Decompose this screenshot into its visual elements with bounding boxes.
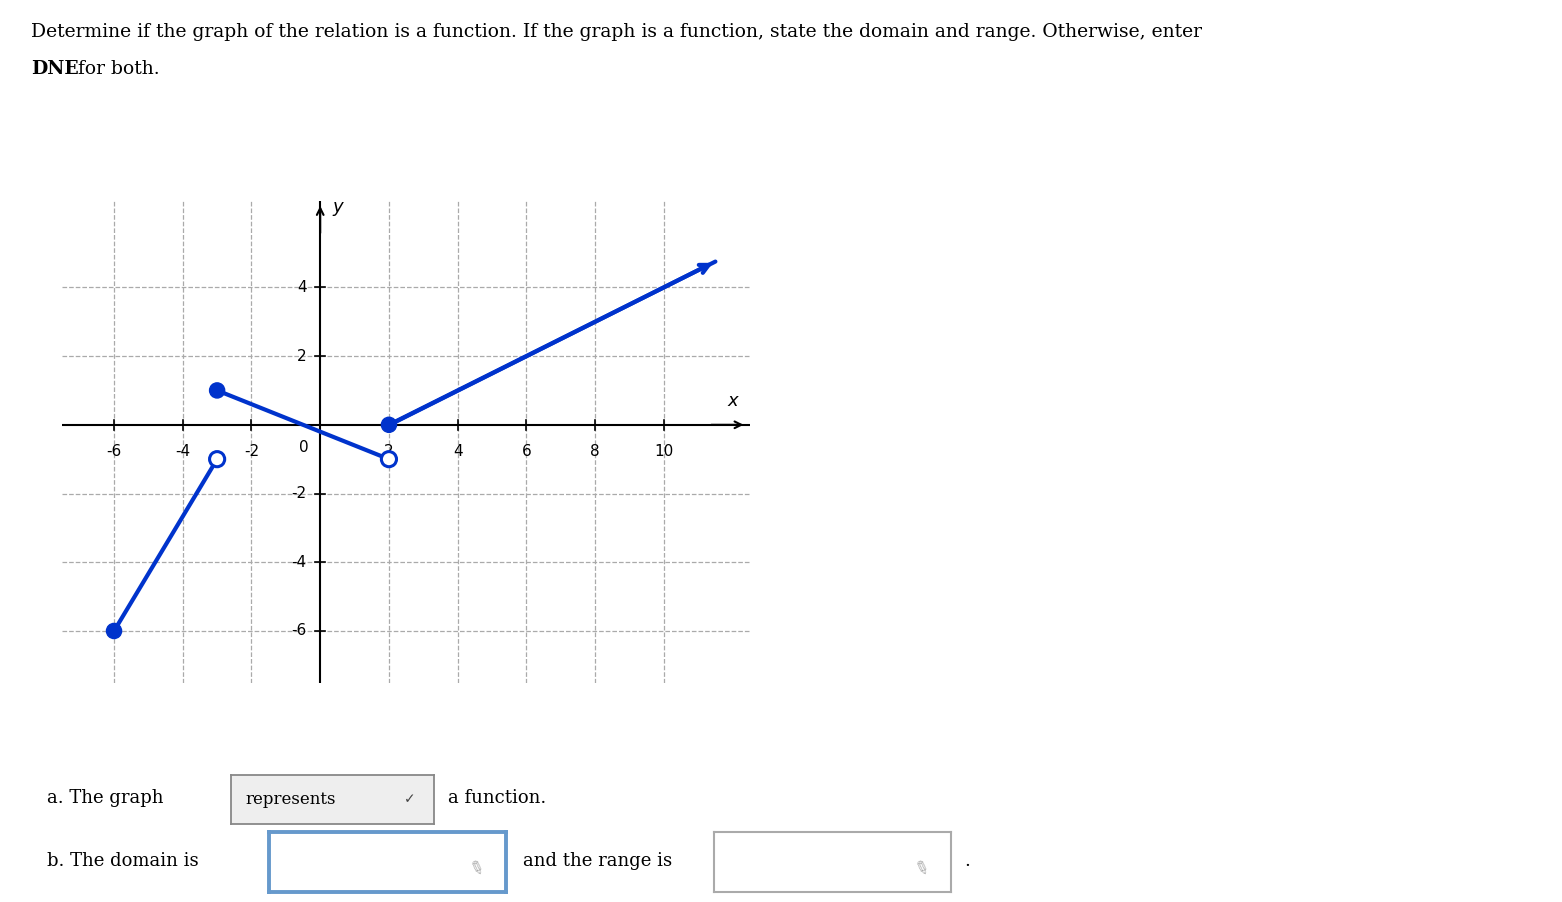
Text: 10: 10 bbox=[654, 444, 673, 459]
Text: a function.: a function. bbox=[448, 789, 547, 807]
Text: -6: -6 bbox=[106, 444, 122, 459]
Text: y: y bbox=[333, 198, 342, 216]
Text: 4: 4 bbox=[453, 444, 462, 459]
Circle shape bbox=[209, 382, 225, 398]
Text: DNE: DNE bbox=[31, 60, 80, 78]
Circle shape bbox=[381, 452, 397, 466]
Circle shape bbox=[106, 623, 122, 639]
Text: -4: -4 bbox=[175, 444, 191, 459]
Text: for both.: for both. bbox=[72, 60, 159, 78]
Text: x: x bbox=[728, 391, 737, 410]
Text: 8: 8 bbox=[590, 444, 600, 459]
Text: 4: 4 bbox=[297, 280, 306, 295]
Text: Determine if the graph of the relation is a function. If the graph is a function: Determine if the graph of the relation i… bbox=[31, 23, 1203, 41]
Text: -6: -6 bbox=[291, 623, 306, 639]
Text: ✎: ✎ bbox=[465, 858, 486, 880]
Text: 2: 2 bbox=[384, 444, 394, 459]
Text: 6: 6 bbox=[522, 444, 531, 459]
Text: ✓: ✓ bbox=[405, 792, 415, 806]
Text: .: . bbox=[964, 852, 970, 870]
Circle shape bbox=[209, 452, 225, 466]
Text: and the range is: and the range is bbox=[523, 852, 672, 870]
Text: a. The graph: a. The graph bbox=[47, 789, 164, 807]
Text: b. The domain is: b. The domain is bbox=[47, 852, 198, 870]
Circle shape bbox=[381, 418, 397, 432]
Text: ✎: ✎ bbox=[911, 858, 931, 880]
Text: -2: -2 bbox=[292, 486, 306, 501]
Text: -4: -4 bbox=[292, 555, 306, 570]
Text: 0: 0 bbox=[298, 440, 308, 456]
Text: -2: -2 bbox=[244, 444, 259, 459]
Text: 2: 2 bbox=[297, 348, 306, 364]
Text: represents: represents bbox=[245, 791, 336, 807]
